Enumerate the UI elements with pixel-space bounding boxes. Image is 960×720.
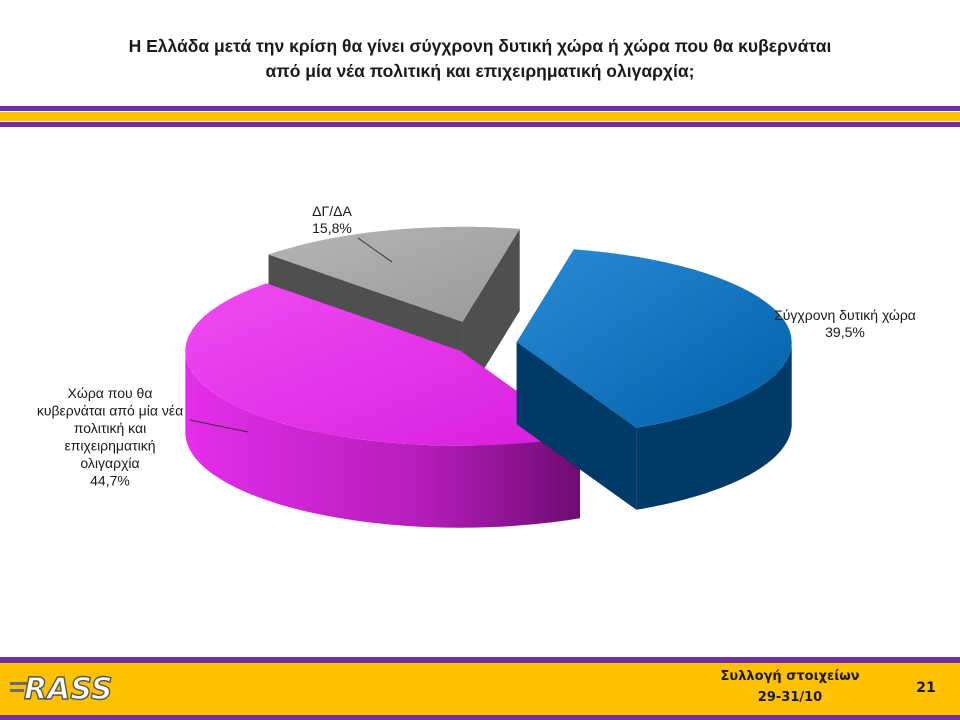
pie-label-1: Χώρα που θα κυβερνάται από μία νέαπολιτικ… [37,385,249,489]
data-collection-dates: 29-31/10 [757,690,823,705]
pie-slice-top [268,226,520,322]
rass-logo: RASS [10,671,113,708]
header-stripe-gold [0,112,960,121]
pie-slice-0 [516,249,792,510]
footer-stripe-purple-bottom [0,715,960,720]
pie-slice-1 [185,283,581,528]
header-stripe-purple-bottom [0,122,960,127]
data-label-category: κυβερνάται από μία νέα [37,403,183,419]
rass-logo-text: RASS [24,672,112,707]
pie-slice-wall [516,342,637,510]
pie-slice-side [636,342,792,510]
data-collection-info: Συλλογή στοιχείων 29-31/10 [700,666,880,708]
pie-slices [185,226,792,528]
leader-line [357,237,393,263]
pie-slice-side [185,350,581,528]
data-label-value: 44,7% [90,473,130,489]
data-collection-label: Συλλογή στοιχείων [720,669,860,684]
pie-slice-top [185,283,581,446]
data-label-value: 15,8% [312,220,352,236]
data-label-category: πολιτική και [74,420,146,436]
data-label-category: επιχειρηματική [64,438,155,454]
title-line-1: Η Ελλάδα μετά την κρίση θα γίνει σύγχρον… [128,36,832,56]
data-label-category: ολιγαρχία [80,455,139,471]
header-stripe-purple-top [0,106,960,111]
data-label-category: ΔΓ/ΔΑ [312,203,352,219]
data-label-category: Σύγχρονη δυτική χώρα [774,307,916,323]
title-line-2: από μία νέα πολιτική και επιχειρηματική … [265,61,695,81]
page-number: 21 [916,680,936,696]
pie-slice-top [516,249,792,428]
data-label-category: Χώρα που θα [68,385,153,401]
page-title: Η Ελλάδα μετά την κρίση θα γίνει σύγχρον… [40,34,920,84]
footer-stripe-purple [0,657,960,663]
pie-slice-wall [462,228,520,404]
data-label-value: 39,5% [825,324,865,340]
leader-line [189,419,249,433]
footer-band [0,663,960,715]
